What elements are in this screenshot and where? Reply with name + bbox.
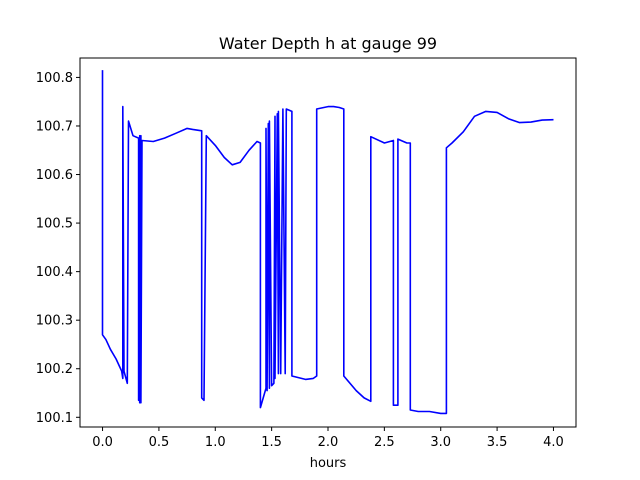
y-tick-label: 100.1 <box>36 411 73 426</box>
x-axis: 0.0 0.5 1.0 1.5 2.0 2.5 3.0 3.5 4.0 <box>92 427 564 450</box>
x-tick-label: 2.0 <box>318 435 339 450</box>
y-tick-label: 100.8 <box>36 71 73 86</box>
x-tick-label: 3.0 <box>430 435 451 450</box>
x-tick-label: 3.5 <box>487 435 508 450</box>
x-tick-label: 0.0 <box>92 435 113 450</box>
plot-frame <box>79 57 577 428</box>
y-tick-label: 100.3 <box>36 314 73 329</box>
y-tick-label: 100.4 <box>36 265 73 280</box>
y-tick-label: 100.6 <box>36 168 73 183</box>
x-tick-label: 0.5 <box>149 435 170 450</box>
y-tick-label: 100.5 <box>36 217 73 232</box>
y-tick-label: 100.7 <box>36 119 73 134</box>
series-line <box>101 70 554 415</box>
x-tick-label: 1.0 <box>205 435 226 450</box>
x-axis-label: hours <box>310 456 347 471</box>
x-tick-label: 4.0 <box>543 435 564 450</box>
y-axis: 100.1 100.2 100.3 100.4 100.5 100.6 100.7 100.8 <box>36 71 80 426</box>
y-tick-label: 100.2 <box>36 362 73 377</box>
chart-title: Water Depth h at gauge 99 <box>219 34 437 53</box>
x-tick-label: 1.5 <box>261 435 282 450</box>
plot-series <box>101 70 554 415</box>
x-tick-label: 2.5 <box>374 435 395 450</box>
